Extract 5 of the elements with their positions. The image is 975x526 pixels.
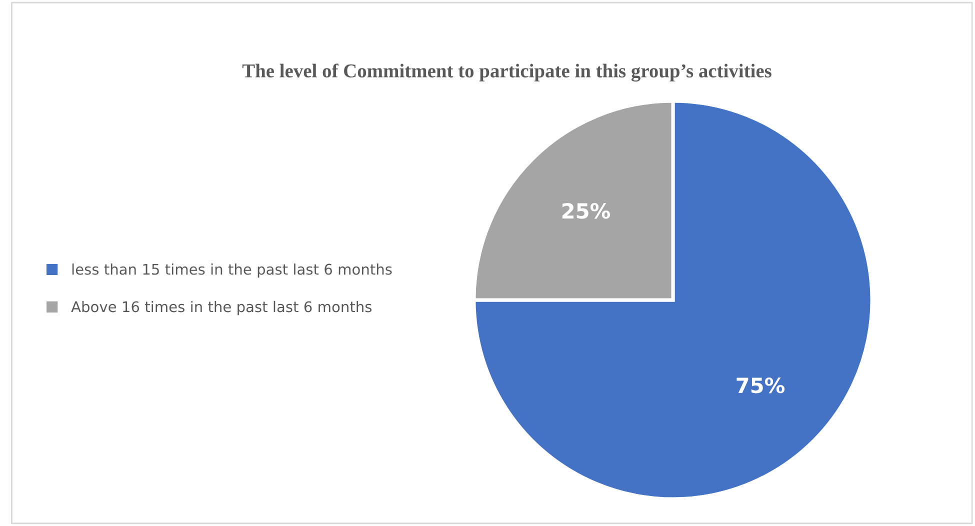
data-label: 75% xyxy=(736,378,785,394)
data-label: 25% xyxy=(562,203,610,219)
legend-label: Above 16 times in the past last 6 months xyxy=(71,300,372,316)
legend-label: less than 15 times in the past last 6 months xyxy=(72,264,392,278)
chart-title: The level of Commitment to participate in this group’s activities xyxy=(242,64,772,82)
